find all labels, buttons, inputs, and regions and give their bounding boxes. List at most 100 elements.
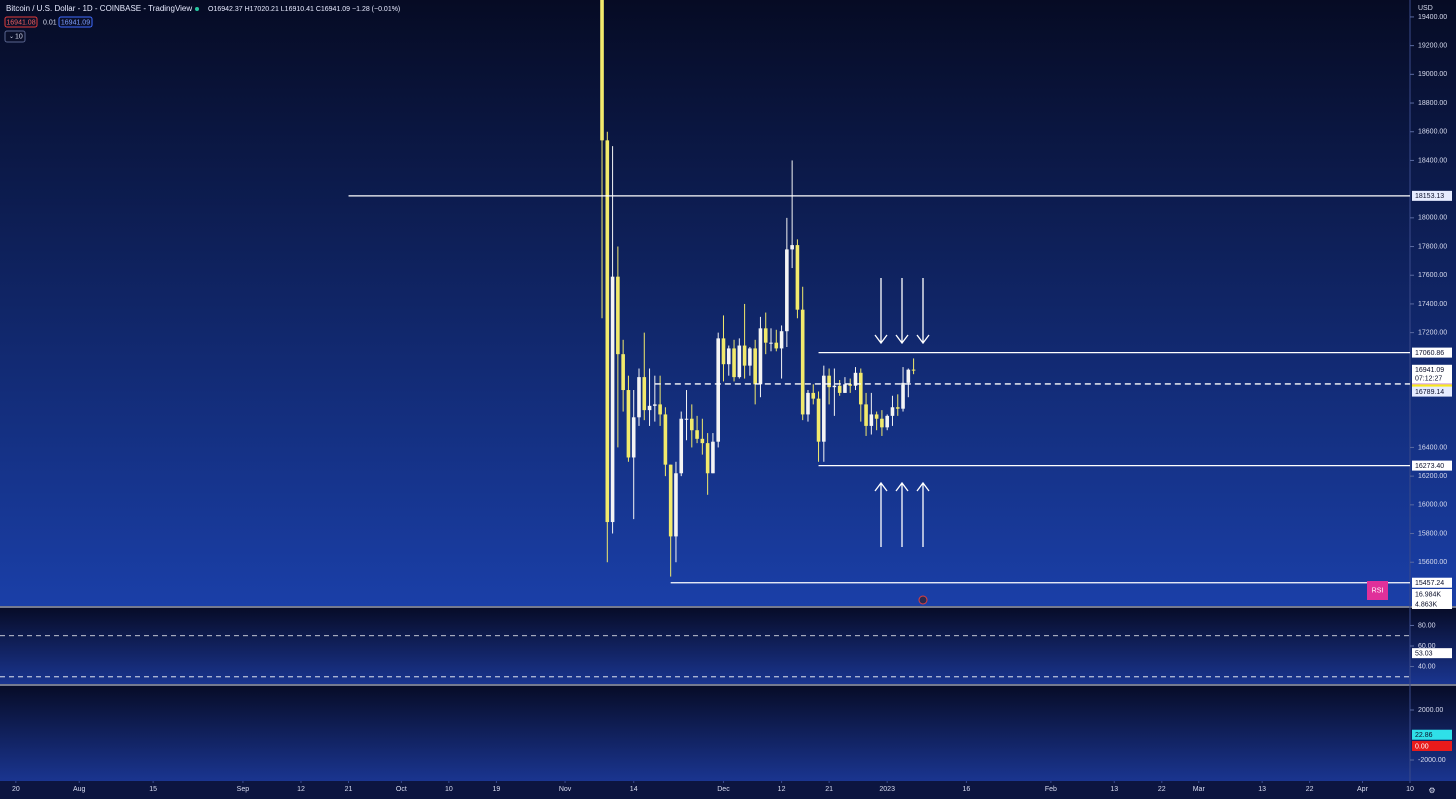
- countdown: 07:12:27: [1415, 376, 1442, 383]
- x-tick-label: 2023: [879, 786, 895, 793]
- y-tick-label: 60.00: [1418, 643, 1436, 650]
- candle-body: [726, 348, 731, 365]
- candle-body: [716, 338, 721, 442]
- main-pane: [0, 0, 1456, 606]
- candle-body: [779, 331, 784, 349]
- x-tick-label: Dec: [717, 786, 730, 793]
- indicators-toggle[interactable]: [4, 30, 26, 43]
- ask-price: 16941.09: [61, 19, 90, 26]
- momentum-tag: 22.86: [1415, 732, 1433, 739]
- bid-box[interactable]: [4, 16, 38, 28]
- candle-body: [816, 398, 821, 442]
- candle-body: [668, 464, 673, 537]
- price-tag: 15457.24: [1415, 580, 1444, 587]
- candle-body: [626, 390, 631, 458]
- candle-body: [737, 345, 742, 378]
- price-tag-bg: [1412, 364, 1452, 375]
- momentum-tag: 0.00: [1415, 743, 1429, 750]
- candle-body: [642, 377, 647, 411]
- y-tick-label: 15600.00: [1418, 559, 1447, 566]
- x-tick-label: Aug: [73, 786, 86, 793]
- time-axis: [0, 781, 1456, 799]
- rsi-value-tag: 53.03: [1415, 651, 1433, 658]
- candle-body: [906, 369, 911, 383]
- volume-tag: 4.863K: [1415, 601, 1438, 608]
- price-tag: 16941.09: [1415, 367, 1444, 374]
- y-tick-label: -2000.00: [1418, 757, 1446, 764]
- price-tag: 18153.13: [1415, 193, 1444, 200]
- rsi-value-tag-bg: [1412, 648, 1452, 659]
- candle-body: [853, 372, 858, 386]
- y-tick-label: 40.00: [1418, 663, 1436, 670]
- candle-body: [711, 441, 715, 474]
- x-tick-label: Apr: [1357, 786, 1369, 793]
- candle-body: [901, 382, 905, 409]
- x-tick-label: Feb: [1045, 786, 1057, 793]
- x-tick-label: Oct: [396, 786, 407, 793]
- candle-body: [700, 438, 705, 444]
- candle-body: [795, 245, 800, 310]
- y-tick-label: 18400.00: [1418, 157, 1447, 164]
- candle-body: [658, 404, 662, 415]
- candle-body: [763, 328, 768, 343]
- x-tick-label: 15: [149, 786, 157, 793]
- rsi-badge[interactable]: [1367, 581, 1388, 600]
- candle-body: [742, 345, 747, 366]
- y-tick-label: 17200.00: [1418, 329, 1447, 336]
- candle-body: [621, 354, 625, 391]
- x-tick-label: 22: [1158, 786, 1166, 793]
- arrow-down: [916, 278, 930, 345]
- price-tag-bg: [1412, 577, 1452, 588]
- candle-body: [811, 392, 816, 399]
- candle-body: [674, 473, 678, 537]
- x-tick-label: Sep: [237, 786, 250, 793]
- x-tick-label: 21: [825, 786, 833, 793]
- candle-body: [647, 405, 652, 411]
- volume-tag: 16.984K: [1415, 591, 1441, 598]
- price-tag: 16789.14: [1415, 389, 1444, 396]
- candle-body: [684, 418, 689, 420]
- arrow-down: [895, 278, 909, 345]
- volume-tag-bg: [1412, 589, 1452, 599]
- x-tick-label: 13: [1258, 786, 1266, 793]
- down-arrows: [874, 278, 930, 345]
- price-tag-bg: [1412, 386, 1452, 397]
- event-marker[interactable]: [918, 595, 928, 605]
- candle-body: [769, 342, 773, 344]
- candle-body: [885, 415, 889, 428]
- candle-body: [858, 372, 863, 405]
- chevron: ⌄: [9, 34, 14, 40]
- candle-body: [758, 328, 763, 385]
- x-tick-label: Mar: [1193, 786, 1206, 793]
- candle-body: [774, 342, 779, 349]
- candle-body: [890, 407, 895, 416]
- candle-body: [663, 414, 668, 465]
- x-tick-label: 14: [630, 786, 638, 793]
- volume-tag-bg: [1412, 599, 1452, 609]
- ask-box[interactable]: [58, 16, 93, 28]
- candle-body: [806, 392, 810, 415]
- candle-body: [748, 348, 752, 366]
- overlay: [874, 278, 930, 547]
- price-tag-bg: [1412, 460, 1452, 471]
- candle-body: [637, 377, 641, 418]
- rsi-pane: [0, 608, 1456, 684]
- x-tick-label: 22: [1306, 786, 1314, 793]
- price-tag-bg: [1412, 347, 1452, 358]
- price-tag: 16273.40: [1415, 463, 1444, 470]
- candle-body: [610, 276, 615, 523]
- candle-body: [679, 418, 684, 474]
- y-tick-label: 19000.00: [1418, 71, 1447, 78]
- y-tick-label: 18800.00: [1418, 100, 1447, 107]
- candle-body: [832, 385, 837, 388]
- y-tick-label: 16200.00: [1418, 473, 1447, 480]
- momentum-tag-bg: [1412, 741, 1452, 751]
- candle-body: [864, 404, 868, 426]
- x-tick-label: 10: [1406, 786, 1414, 793]
- y-tick-label: 16400.00: [1418, 444, 1447, 451]
- x-tick-label: 21: [345, 786, 353, 793]
- settings-icon[interactable]: ⚙: [1428, 786, 1435, 795]
- candle-body: [631, 417, 636, 458]
- currency-label[interactable]: USD: [1418, 5, 1433, 12]
